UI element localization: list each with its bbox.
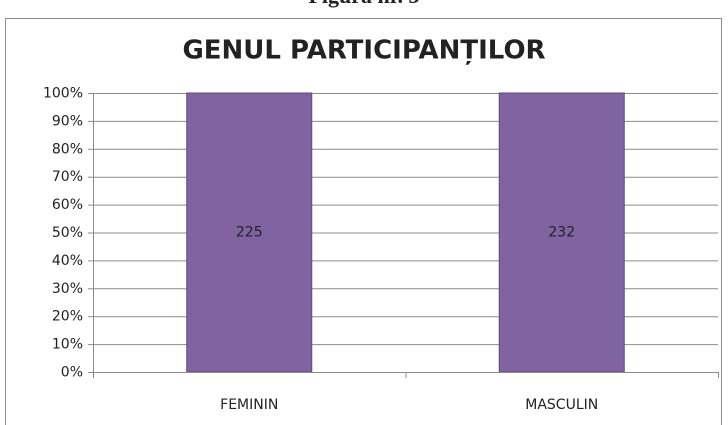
y-tick-label: 60% [52,197,83,213]
y-tick-label: 90% [52,113,83,129]
y-tick-label: 100% [43,86,83,102]
chart-title: GENUL PARTICIPANȚILOR [182,36,545,66]
y-tick-label: 40% [52,253,83,269]
figure-caption: Figura nr. 3 [308,0,419,8]
x-tick-label: FEMININ [220,397,278,413]
y-tick-label: 70% [52,169,83,185]
y-tick-label: 0% [61,365,83,381]
x-tick-label: MASCULIN [525,397,598,413]
y-tick-label: 20% [52,309,83,325]
y-tick-label: 10% [52,337,83,353]
data-label: 225 [236,225,263,241]
y-tick-label: 80% [52,141,83,157]
bar [186,92,313,373]
y-tick-label: 50% [52,225,83,241]
bar [498,92,625,373]
y-tick-label: 30% [52,281,83,297]
data-label: 232 [548,225,575,241]
